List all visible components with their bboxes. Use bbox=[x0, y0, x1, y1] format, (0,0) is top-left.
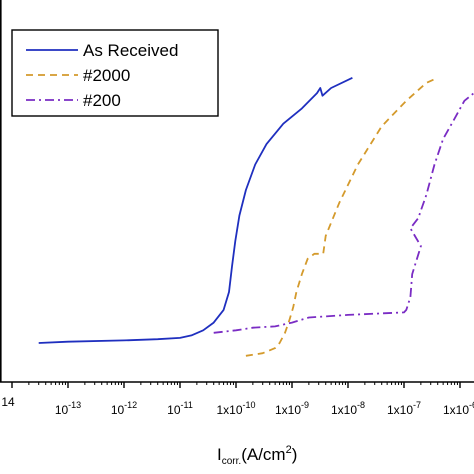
x-axis-title: Icorr.(A/cm2) bbox=[217, 444, 297, 467]
legend-box bbox=[11, 29, 219, 117]
x-tick-label: 10-13 bbox=[55, 400, 81, 417]
series-line-2 bbox=[245, 76, 439, 357]
series-layer bbox=[38, 76, 474, 357]
x-tick-label: 10-11 bbox=[167, 400, 193, 417]
x-axis-ticks: 14 10-13 10-12 10-11 1x10-10 1x10-9 1x10-8 1x10… bbox=[1, 382, 474, 417]
x-tick-label: 1x10-9 bbox=[275, 400, 309, 417]
legend-label: #200 bbox=[83, 91, 121, 110]
legend-label: #2000 bbox=[83, 66, 130, 85]
x-tick-label: 1x10-10 bbox=[216, 400, 255, 417]
x-tick-label: 10-12 bbox=[111, 400, 137, 417]
x-tick-label: 1x10-6 bbox=[443, 400, 474, 417]
x-tick-label: 1x10-7 bbox=[387, 400, 421, 417]
series-line-3 bbox=[213, 91, 474, 334]
x-tick-label: 1x10-8 bbox=[331, 400, 365, 417]
series-line-1 bbox=[38, 76, 353, 344]
x-axis-title-text: Icorr.(A/cm2) bbox=[217, 444, 297, 467]
x-tick-label: 14 bbox=[1, 395, 15, 409]
legend: As Received #2000 #200 bbox=[11, 29, 219, 117]
legend-label: As Received bbox=[83, 41, 178, 60]
